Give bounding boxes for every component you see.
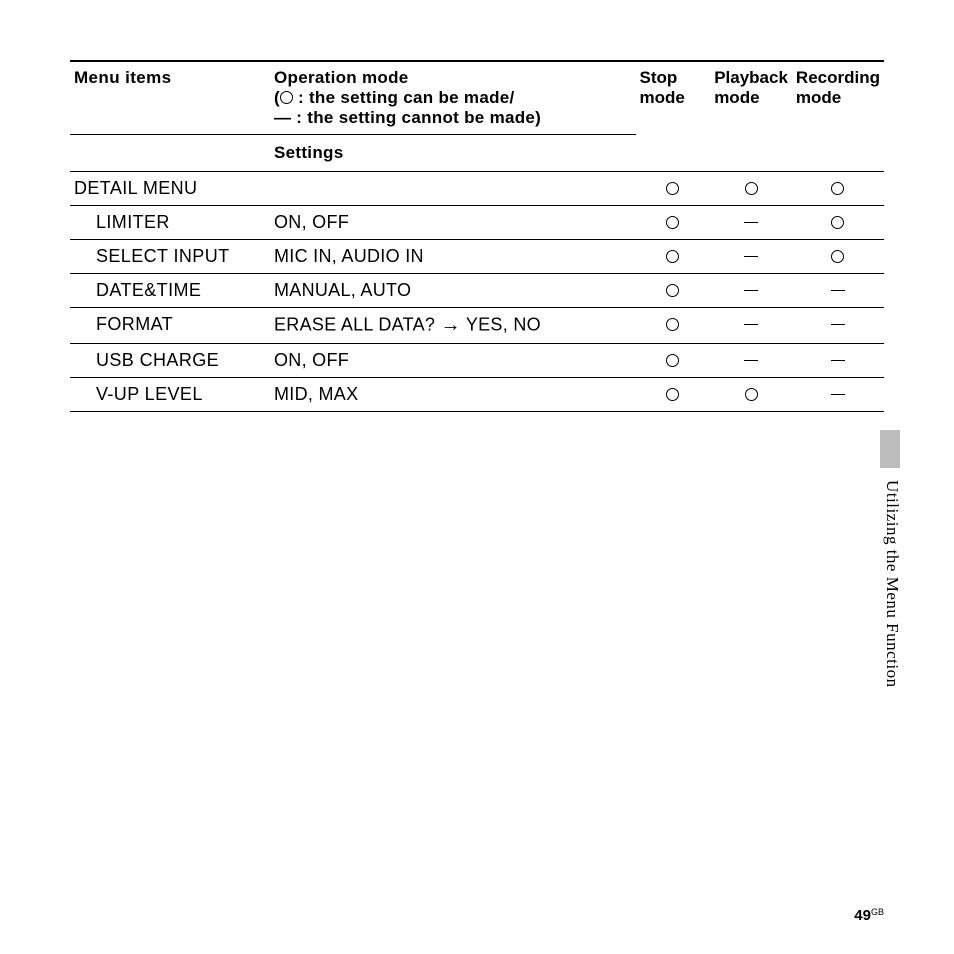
select-input-stop bbox=[636, 240, 711, 274]
settings-empty-playback bbox=[710, 135, 792, 172]
row-format: FORMAT ERASE ALL DATA? → YES, NO bbox=[70, 308, 884, 344]
settings-empty-stop bbox=[636, 135, 711, 172]
datetime-playback bbox=[710, 274, 792, 308]
format-stop bbox=[636, 308, 711, 344]
settings-label: Settings bbox=[270, 135, 636, 172]
format-settings-pre: ERASE ALL DATA? bbox=[274, 314, 441, 334]
row-usb-charge: USB CHARGE ON, OFF bbox=[70, 344, 884, 378]
usb-recording bbox=[792, 344, 884, 378]
limiter-name: LIMITER bbox=[70, 206, 270, 240]
select-input-name: SELECT INPUT bbox=[70, 240, 270, 274]
format-recording bbox=[792, 308, 884, 344]
select-input-settings: MIC IN, AUDIO IN bbox=[270, 240, 636, 274]
limiter-recording bbox=[792, 206, 884, 240]
row-limiter: LIMITER ON, OFF bbox=[70, 206, 884, 240]
row-detail-menu: DETAIL MENU bbox=[70, 172, 884, 206]
detail-settings bbox=[270, 172, 636, 206]
legend-can-text: : the setting can be made/ bbox=[293, 88, 515, 107]
vup-recording bbox=[792, 378, 884, 412]
detail-name: DETAIL MENU bbox=[70, 172, 270, 206]
page-number: 49GB bbox=[854, 907, 884, 924]
vup-name: V-UP LEVEL bbox=[70, 378, 270, 412]
vup-stop bbox=[636, 378, 711, 412]
operation-mode-label: Operation mode bbox=[274, 68, 409, 87]
side-section-label: Utilizing the Menu Function bbox=[882, 480, 902, 688]
datetime-name: DATE&TIME bbox=[70, 274, 270, 308]
datetime-settings: MANUAL, AUTO bbox=[270, 274, 636, 308]
col-playback-mode: Playback mode bbox=[710, 61, 792, 135]
col-recording-mode: Recording mode bbox=[792, 61, 884, 135]
usb-stop bbox=[636, 344, 711, 378]
datetime-stop bbox=[636, 274, 711, 308]
menu-table: Menu items Operation mode ( : the settin… bbox=[70, 60, 884, 412]
usb-playback bbox=[710, 344, 792, 378]
format-playback bbox=[710, 308, 792, 344]
detail-stop bbox=[636, 172, 711, 206]
detail-recording bbox=[792, 172, 884, 206]
format-name: FORMAT bbox=[70, 308, 270, 344]
row-datetime: DATE&TIME MANUAL, AUTO bbox=[70, 274, 884, 308]
detail-playback bbox=[710, 172, 792, 206]
vup-settings: MID, MAX bbox=[270, 378, 636, 412]
limiter-stop bbox=[636, 206, 711, 240]
vup-playback bbox=[710, 378, 792, 412]
settings-empty bbox=[70, 135, 270, 172]
legend-cannot: — : the setting cannot be made) bbox=[274, 108, 541, 127]
settings-header-row: Settings bbox=[70, 135, 884, 172]
row-select-input: SELECT INPUT MIC IN, AUDIO IN bbox=[70, 240, 884, 274]
select-input-playback bbox=[710, 240, 792, 274]
format-settings: ERASE ALL DATA? → YES, NO bbox=[270, 308, 636, 344]
page-container: Menu items Operation mode ( : the settin… bbox=[0, 0, 954, 954]
side-tab bbox=[880, 430, 900, 468]
usb-name: USB CHARGE bbox=[70, 344, 270, 378]
col-stop-mode: Stop mode bbox=[636, 61, 711, 135]
page-number-value: 49 bbox=[854, 907, 871, 924]
select-input-recording bbox=[792, 240, 884, 274]
datetime-recording bbox=[792, 274, 884, 308]
row-vup-level: V-UP LEVEL MID, MAX bbox=[70, 378, 884, 412]
legend-can: ( : the setting can be made/ bbox=[274, 88, 515, 107]
arrow-icon: → bbox=[441, 314, 461, 336]
col-menu-items: Menu items bbox=[70, 61, 270, 135]
table-header-row: Menu items Operation mode ( : the settin… bbox=[70, 61, 884, 135]
page-region: GB bbox=[871, 907, 884, 917]
limiter-playback bbox=[710, 206, 792, 240]
settings-empty-recording bbox=[792, 135, 884, 172]
limiter-settings: ON, OFF bbox=[270, 206, 636, 240]
circle-icon bbox=[280, 91, 293, 104]
format-settings-post: YES, NO bbox=[461, 314, 541, 334]
col-operation-mode: Operation mode ( : the setting can be ma… bbox=[270, 61, 636, 135]
usb-settings: ON, OFF bbox=[270, 344, 636, 378]
